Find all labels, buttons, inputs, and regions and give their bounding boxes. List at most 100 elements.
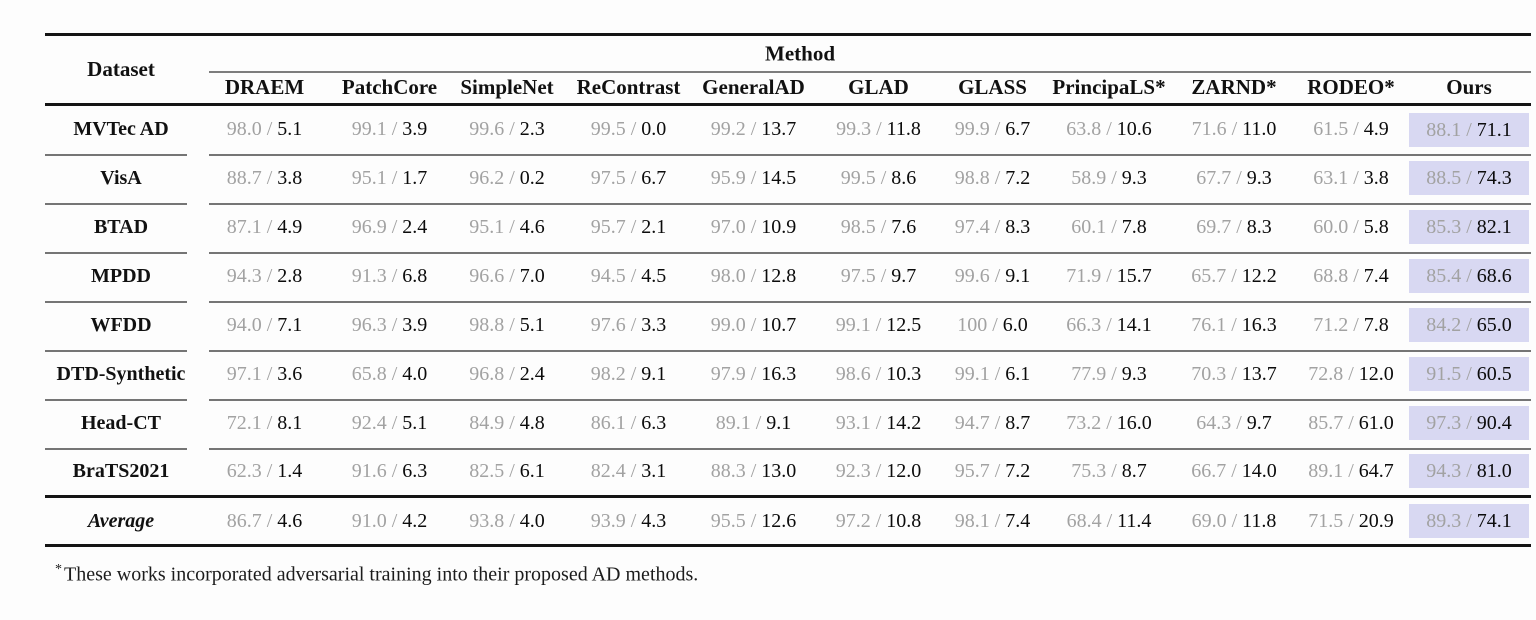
metric-cell: 71.2 / 7.8 xyxy=(1295,300,1407,350)
ours-highlight: 88.5 / 74.3 xyxy=(1409,161,1529,195)
metric-cell: 98.1 / 7.4 xyxy=(940,495,1045,546)
value-separator: / xyxy=(625,411,642,434)
metric-value-primary: 98.5 xyxy=(840,215,876,238)
metric-value-primary: 82.4 xyxy=(590,459,626,482)
metric-value-secondary: 9.3 xyxy=(1121,362,1147,385)
metric-value-primary: 64.3 xyxy=(1196,411,1232,434)
metric-value-secondary: 9.1 xyxy=(766,411,792,434)
metric-value-primary: 99.3 xyxy=(836,118,872,141)
value-separator: / xyxy=(870,362,887,385)
metric-value-primary: 89.1 xyxy=(1308,459,1344,482)
metric-value-secondary: 5.8 xyxy=(1363,215,1389,238)
value-separator: / xyxy=(1231,411,1247,434)
method-group-label: Method xyxy=(765,41,835,66)
metric-value-primary: 95.9 xyxy=(710,166,746,189)
metric-value-secondary: 13.7 xyxy=(1241,362,1277,385)
metric-value-secondary: 5.1 xyxy=(277,118,303,141)
metric-value-secondary: 90.4 xyxy=(1476,412,1512,434)
metric-value-primary: 99.0 xyxy=(710,313,746,336)
metric-value-secondary: 8.3 xyxy=(1005,215,1031,238)
metric-cell: 82.4 / 3.1 xyxy=(567,447,690,497)
method-col-header: GLASS xyxy=(940,72,1045,106)
metric-cell: 60.0 / 5.8 xyxy=(1295,202,1407,252)
dataset-name-cell: MPDD xyxy=(45,251,197,301)
metric-value-primary: 99.9 xyxy=(954,118,990,141)
metric-value-secondary: 16.0 xyxy=(1116,411,1152,434)
metric-value-primary: 97.2 xyxy=(835,509,871,532)
ours-highlight: 97.3 / 90.4 xyxy=(1409,406,1529,440)
average-row: Average 86.7 / 4.6 91.0 / 4.2 93.8 / 4.0 93.… xyxy=(45,495,1531,546)
metric-cell: 96.9 / 2.4 xyxy=(332,202,447,252)
metric-value-primary: 95.5 xyxy=(710,509,746,532)
metric-value-primary: 91.6 xyxy=(351,459,387,482)
ours-highlight: 85.3 / 82.1 xyxy=(1409,210,1529,244)
metric-value-primary: 77.9 xyxy=(1071,362,1107,385)
metric-value-secondary: 1.4 xyxy=(277,459,303,482)
metric-cell: 67.7 / 9.3 xyxy=(1173,153,1295,203)
metric-value-secondary: 4.6 xyxy=(519,215,545,238)
metric-value-primary: 97.4 xyxy=(954,215,990,238)
metric-cell: 99.1 / 12.5 xyxy=(817,300,940,350)
metric-cell: 97.3 / 90.4 xyxy=(1407,398,1531,448)
metric-value-primary: 98.1 xyxy=(954,509,990,532)
metric-cell: 99.5 / 8.6 xyxy=(817,153,940,203)
value-separator: / xyxy=(745,166,762,189)
value-separator: / xyxy=(989,264,1006,287)
metric-value-primary: 84.9 xyxy=(469,411,505,434)
metric-value-secondary: 9.1 xyxy=(1005,264,1031,287)
value-separator: / xyxy=(625,215,642,238)
value-separator: / xyxy=(1101,313,1117,336)
metric-value-primary: 58.9 xyxy=(1071,166,1107,189)
dataset-name-cell: Head-CT xyxy=(45,398,197,448)
metric-value-secondary: 7.4 xyxy=(1005,509,1031,532)
metric-value-secondary: 0.2 xyxy=(519,166,545,189)
value-separator: / xyxy=(870,313,887,336)
metric-cell: 95.1 / 4.6 xyxy=(447,202,567,252)
metric-cell: 88.1 / 71.1 xyxy=(1407,105,1531,154)
metric-value-primary: 71.6 xyxy=(1191,118,1227,141)
value-separator: / xyxy=(261,313,278,336)
metric-value-secondary: 60.5 xyxy=(1476,363,1512,385)
metric-value-secondary: 8.1 xyxy=(277,411,303,434)
value-separator: / xyxy=(1461,314,1477,336)
metric-value-primary: 96.3 xyxy=(351,313,387,336)
metric-cell: 85.3 / 82.1 xyxy=(1407,202,1531,252)
metric-value-secondary: 8.7 xyxy=(1005,411,1031,434)
metric-cell: 91.5 / 60.5 xyxy=(1407,349,1531,399)
metric-value-secondary: 74.3 xyxy=(1476,167,1512,189)
metric-value-primary: 97.3 xyxy=(1426,412,1462,434)
metric-value-secondary: 16.3 xyxy=(761,362,797,385)
metric-value-secondary: 15.7 xyxy=(1116,264,1152,287)
metric-value-primary: 94.0 xyxy=(226,313,262,336)
metric-cell: 84.9 / 4.8 xyxy=(447,398,567,448)
method-col-header: ZARND* xyxy=(1173,72,1295,106)
metric-cell: 98.2 / 9.1 xyxy=(567,349,690,399)
metric-value-primary: 98.8 xyxy=(469,313,505,336)
metric-value-secondary: 3.9 xyxy=(402,118,428,141)
metric-value-secondary: 12.0 xyxy=(1358,362,1394,385)
value-separator: / xyxy=(745,118,762,141)
metric-value-secondary: 7.8 xyxy=(1121,215,1147,238)
average-body: Average 86.7 / 4.6 91.0 / 4.2 93.8 / 4.0 93.… xyxy=(45,495,1531,546)
metric-cell: 68.8 / 7.4 xyxy=(1295,251,1407,301)
method-col-header: GLAD xyxy=(817,72,940,106)
metric-value-secondary: 4.2 xyxy=(402,509,428,532)
value-separator: / xyxy=(1343,459,1359,482)
metric-cell: 60.1 / 7.8 xyxy=(1045,202,1173,252)
metric-value-secondary: 8.7 xyxy=(1121,459,1147,482)
value-separator: / xyxy=(504,264,520,287)
footnote-text: These works incorporated adversarial tra… xyxy=(64,563,699,586)
metric-value-primary: 61.5 xyxy=(1313,118,1349,141)
ours-highlight: 85.4 / 68.6 xyxy=(1409,259,1529,293)
metric-value-primary: 88.7 xyxy=(226,166,262,189)
metric-value-secondary: 3.9 xyxy=(402,313,428,336)
metric-value-primary: 98.0 xyxy=(710,264,746,287)
metric-value-secondary: 14.1 xyxy=(1116,313,1152,336)
value-separator: / xyxy=(745,215,762,238)
method-group-header: Method xyxy=(197,34,1531,73)
value-separator: / xyxy=(1343,411,1359,434)
metric-value-secondary: 2.4 xyxy=(402,215,428,238)
value-separator: / xyxy=(1106,459,1122,482)
metric-value-primary: 66.3 xyxy=(1066,313,1102,336)
metric-value-primary: 86.1 xyxy=(590,411,626,434)
